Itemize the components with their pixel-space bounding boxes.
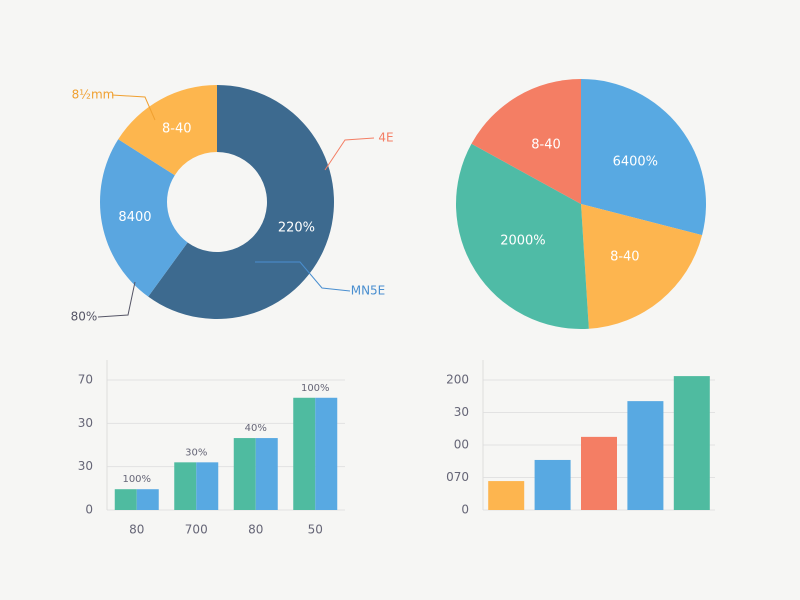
slice — [455, 143, 589, 329]
slice — [471, 79, 581, 204]
y-tick-label: 70 — [78, 373, 93, 387]
bar-label: 40% — [245, 423, 267, 434]
bar — [174, 462, 197, 510]
y-tick-label: 30 — [78, 416, 93, 430]
bar — [233, 438, 256, 510]
x-tick-label: 80 — [129, 523, 144, 537]
slice-label: 2000% — [500, 233, 545, 248]
bar — [673, 376, 710, 510]
slice — [581, 204, 703, 329]
callout-line — [324, 137, 375, 171]
bar-label: 100% — [301, 383, 330, 394]
callout-label: MN5E — [351, 284, 386, 298]
callout-line — [255, 261, 351, 292]
slice-label: 8-40 — [610, 249, 640, 264]
slice — [99, 139, 188, 297]
bar — [196, 462, 219, 510]
slice-label: 6400% — [613, 154, 658, 169]
slice — [148, 85, 334, 319]
y-tick-label: 30 — [78, 459, 93, 473]
bar-label: 100% — [122, 474, 151, 485]
y-tick-label: 30 — [454, 405, 469, 419]
bar — [293, 397, 316, 510]
bar — [136, 489, 159, 510]
callout-line — [97, 281, 136, 318]
bar — [488, 481, 525, 510]
slice — [118, 85, 217, 176]
slice-label: 8-40 — [531, 137, 561, 152]
x-tick-label: 700 — [185, 523, 208, 537]
bar — [255, 438, 278, 510]
slice-label: 220% — [278, 220, 315, 235]
callout-label: 80% — [71, 310, 98, 324]
slice-label: 8400 — [118, 210, 151, 225]
slice — [581, 79, 706, 236]
x-tick-label: 80 — [248, 523, 263, 537]
callout-label: 8½mm — [72, 88, 115, 102]
y-tick-label: 00 — [454, 438, 469, 452]
bar — [581, 436, 617, 510]
y-tick-label: 0 — [461, 503, 469, 517]
y-tick-label: 070 — [446, 470, 469, 484]
y-tick-label: 200 — [446, 373, 469, 387]
callout-label: 4E — [378, 131, 393, 145]
bar-label: 30% — [185, 447, 207, 458]
bar — [315, 397, 338, 510]
x-tick-label: 50 — [308, 523, 323, 537]
callout-line — [111, 94, 156, 121]
slice-label: 8-40 — [162, 121, 192, 136]
y-tick-label: 0 — [85, 503, 93, 517]
bar — [627, 401, 664, 510]
bar — [114, 489, 137, 510]
bar — [534, 459, 571, 510]
